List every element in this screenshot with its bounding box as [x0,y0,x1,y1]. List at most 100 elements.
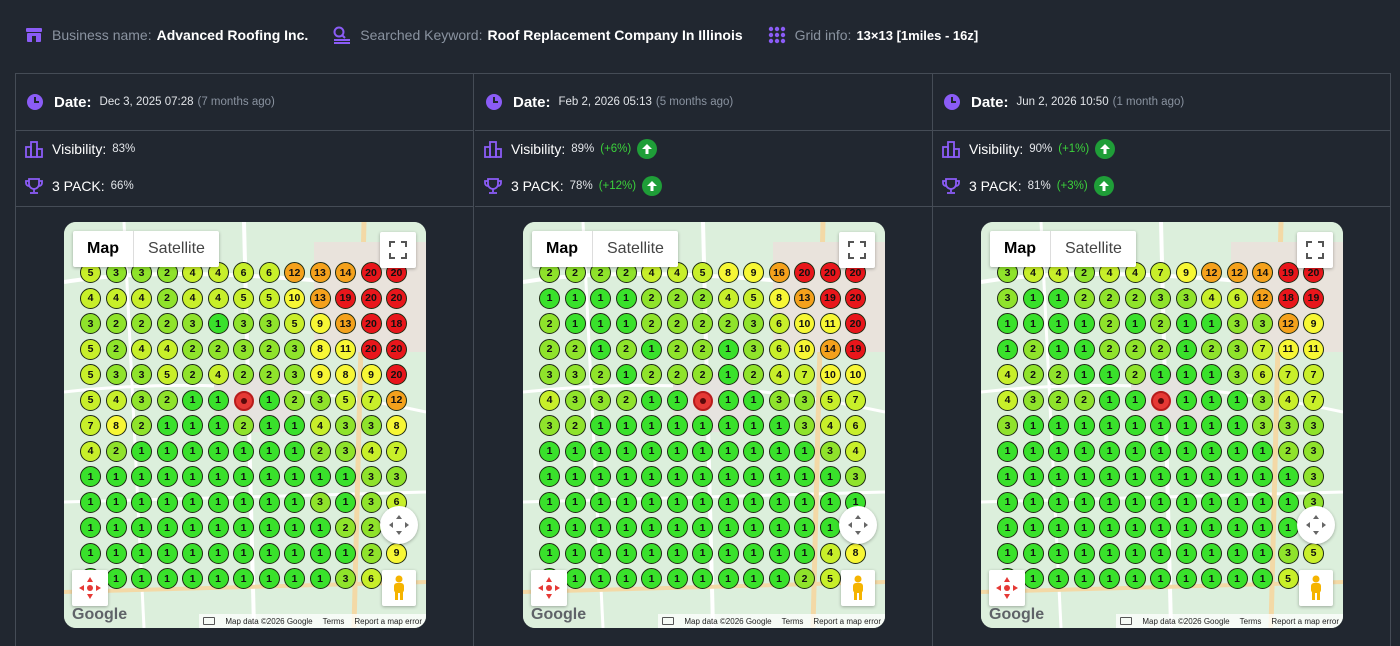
rank-dot[interactable]: 2 [335,517,356,538]
rank-dot[interactable]: 1 [1022,466,1044,487]
terms-link[interactable]: Terms [781,616,804,626]
rank-dot[interactable]: 1 [182,568,203,589]
rank-dot[interactable]: 3 [1303,415,1324,436]
rank-dot[interactable]: 1 [1201,491,1222,513]
rank-dot[interactable]: 7 [1150,262,1171,283]
rank-dot[interactable]: 3 [1303,466,1324,487]
rank-dot[interactable]: 1 [1099,364,1120,385]
rank-dot[interactable]: 1 [1226,466,1248,487]
rank-dot[interactable]: 1 [1175,440,1197,462]
rank-dot[interactable]: 1 [1073,491,1095,513]
rank-dot[interactable]: 1 [1201,517,1222,538]
rank-dot[interactable]: 1 [156,415,178,436]
rank-dot[interactable]: 4 [845,440,866,462]
rank-dot[interactable]: 1 [743,542,764,564]
rank-dot[interactable]: 3 [258,313,280,334]
rank-dot[interactable]: 2 [666,287,688,309]
map-tab[interactable]: Map [87,240,119,257]
rank-dot[interactable]: 20 [386,287,407,309]
rank-dot[interactable]: 1 [182,491,203,513]
rank-dot[interactable]: 3 [335,440,356,462]
rank-dot[interactable]: 1 [1048,415,1069,436]
rank-dot[interactable]: 2 [692,364,713,385]
center-marker-button[interactable] [531,570,567,606]
rank-dot[interactable]: 1 [233,491,254,513]
rank-dot[interactable]: 1 [335,466,356,487]
rank-dot[interactable]: 1 [80,466,101,487]
rank-dot[interactable]: 5 [743,287,764,309]
rank-dot[interactable]: 1 [615,491,637,513]
rank-dot[interactable]: 5 [80,262,101,283]
rank-dot[interactable]: 1 [717,364,739,385]
rank-dot[interactable]: 1 [539,517,560,538]
rank-dot[interactable]: 4 [80,440,101,462]
rank-dot[interactable]: 1 [233,568,254,589]
rank-dot[interactable]: 1 [207,415,229,436]
rank-dot[interactable]: 1 [666,466,688,487]
rank-dot[interactable]: 1 [1099,440,1120,462]
rank-dot[interactable]: 1 [258,491,280,513]
rank-dot[interactable]: 1 [997,338,1018,360]
rank-dot[interactable]: 4 [819,542,841,564]
rank-dot[interactable]: 9 [1175,262,1197,283]
rank-dot[interactable]: 1 [156,440,178,462]
rank-dot[interactable]: 1 [1252,466,1273,487]
rank-dot[interactable]: 5 [1277,568,1299,589]
rank-dot[interactable]: 7 [845,389,866,411]
rank-dot[interactable]: 3 [233,338,254,360]
rank-dot[interactable]: 1 [794,517,815,538]
rank-dot[interactable]: 4 [131,287,152,309]
rank-dot[interactable]: 4 [997,389,1018,411]
rank-dot[interactable]: 2 [539,338,560,360]
rank-dot[interactable]: 5 [335,389,356,411]
rank-dot[interactable]: 1 [692,491,713,513]
rank-dot[interactable]: 1 [156,568,178,589]
rank-dot[interactable]: 1 [233,542,254,564]
rank-dot[interactable]: 1 [1073,415,1095,436]
rank-dot[interactable]: 1 [641,415,662,436]
rank-dot[interactable]: 7 [360,389,382,411]
rank-dot[interactable]: 1 [1175,542,1197,564]
rank-dot[interactable]: 1 [615,364,637,385]
rank-dot[interactable]: 1 [641,542,662,564]
rank-dot[interactable]: 1 [258,466,280,487]
rank-dot[interactable]: 1 [717,466,739,487]
rank-dot[interactable]: 1 [1022,287,1044,309]
rank-dot[interactable]: 1 [80,491,101,513]
rank-dot[interactable]: 19 [1277,262,1299,283]
rank-dot[interactable]: 1 [182,517,203,538]
rank-dot[interactable]: 1 [997,542,1018,564]
rank-dot[interactable]: 1 [156,491,178,513]
rank-dot[interactable]: 5 [233,287,254,309]
business-location-pin[interactable] [693,390,713,411]
rank-dot[interactable]: 9 [309,364,331,385]
rank-dot[interactable]: 6 [1252,364,1273,385]
rank-dot[interactable]: 2 [1048,389,1069,411]
rank-dot[interactable]: 5 [1303,542,1324,564]
rank-dot[interactable]: 1 [666,517,688,538]
rank-dot[interactable]: 1 [743,466,764,487]
rank-dot[interactable]: 2 [666,338,688,360]
report-error-link[interactable]: Report a map error [1271,616,1339,626]
rank-dot[interactable]: 1 [1073,568,1095,589]
rank-dot[interactable]: 1 [1022,491,1044,513]
rank-dot[interactable]: 7 [80,415,101,436]
rank-dot[interactable]: 1 [1252,440,1273,462]
rank-dot[interactable]: 4 [309,415,331,436]
rank-dot[interactable]: 1 [335,542,356,564]
rank-dot[interactable]: 1 [1201,313,1222,334]
rank-dot[interactable]: 20 [794,262,815,283]
terms-link[interactable]: Terms [322,616,345,626]
rank-dot[interactable]: 3 [1252,389,1273,411]
rank-dot[interactable]: 1 [207,568,229,589]
rank-dot[interactable]: 1 [1022,568,1044,589]
rank-dot[interactable]: 19 [845,338,866,360]
rank-dot[interactable]: 3 [233,313,254,334]
rank-dot[interactable]: 1 [615,568,637,589]
rank-dot[interactable]: 1 [1150,364,1171,385]
rank-dot[interactable]: 1 [1073,313,1095,334]
rank-dot[interactable]: 1 [258,440,280,462]
rank-dot[interactable]: 1 [743,389,764,411]
rank-grid-map[interactable]: 2 2 2 2 4 4 5 8 9 16 20 20 20 1 1 1 1 2 2 2 4 5 8 13 19 20 2 1 1 1 2 2 2… [523,222,885,628]
rank-dot[interactable]: 1 [615,287,637,309]
